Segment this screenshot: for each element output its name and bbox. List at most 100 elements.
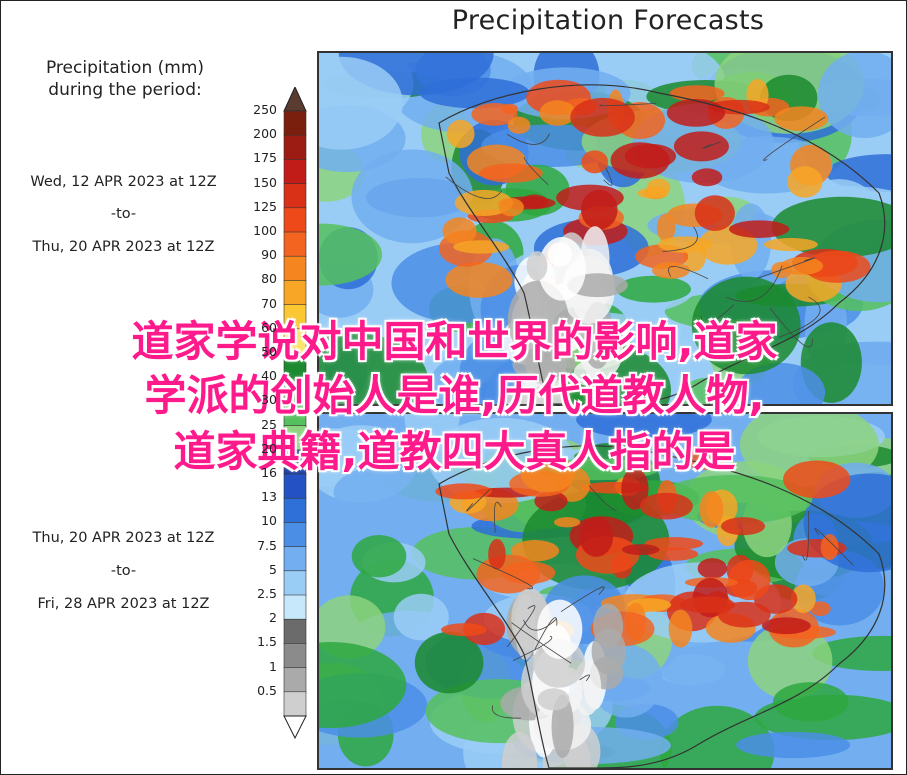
map-panel-period-2 <box>317 412 893 770</box>
precip-cell <box>773 682 849 722</box>
colorbar-tick-label: 2.5 <box>257 586 277 601</box>
precip-cell <box>648 547 699 561</box>
colorbar-swatch <box>283 280 307 306</box>
precip-cell <box>526 251 548 281</box>
border-line <box>506 605 536 648</box>
colorbar-swatch <box>283 207 307 233</box>
precip-cell <box>809 601 831 617</box>
precip-cell <box>673 131 729 162</box>
precip-cell <box>319 56 403 150</box>
colorbar-tick-label: 5 <box>269 561 277 577</box>
colorbar-tick-label: 0.5 <box>257 682 277 698</box>
precip-cell <box>653 635 738 688</box>
border-line <box>726 265 783 302</box>
precip-cell <box>576 414 712 439</box>
precip-cell <box>537 688 570 711</box>
precip-cell <box>501 732 538 768</box>
precip-cell <box>446 119 475 149</box>
period-2-end: Fri, 28 APR 2023 at 12Z <box>37 596 210 612</box>
precip-cell <box>787 166 823 198</box>
colorbar-swatch <box>283 667 307 693</box>
overlay-text-line3: 道家典籍,道教四大真人指的是 <box>173 427 736 476</box>
precip-cell <box>514 594 536 661</box>
colorbar-tick-label: 7.5 <box>257 537 277 553</box>
border-line <box>493 501 502 533</box>
colorbar-tick-label: 100 <box>253 223 277 238</box>
colorbar-bottom-arrow <box>283 715 307 740</box>
precip-cell <box>646 178 671 197</box>
overlay-text-line2: 学派的创始人是谁,历代道教人物, <box>144 371 765 420</box>
precip-cell <box>498 198 524 217</box>
border-line <box>579 674 590 682</box>
colorbar-tick-label: 125 <box>253 198 277 214</box>
colorbar-tick-label: 150 <box>253 174 277 190</box>
border-line <box>588 485 617 511</box>
border-line <box>603 167 613 186</box>
precip-cell <box>551 694 574 759</box>
precip-cell <box>652 262 690 279</box>
precip-cell <box>763 237 818 252</box>
colorbar-tick-label: 25 <box>261 416 277 432</box>
colorbar-swatch <box>283 691 307 717</box>
period-1-start: Wed, 12 APR 2023 at 12Z <box>30 174 217 190</box>
border-line <box>662 226 698 252</box>
precip-cell <box>538 236 586 301</box>
overlay-text-line1: 道家学说对中国和世界的影响,道家 <box>131 317 778 366</box>
precip-cell <box>319 333 429 404</box>
precip-cell <box>621 544 660 556</box>
precip-cell <box>803 250 871 283</box>
precip-cell <box>666 98 726 127</box>
precip-cell <box>593 603 624 649</box>
border-line <box>814 528 854 566</box>
precip-cell <box>644 537 704 551</box>
precip-cell <box>393 593 449 641</box>
figure-title: Precipitation Forecasts <box>451 5 765 36</box>
colorbar <box>283 87 307 740</box>
precip-cell <box>351 535 407 578</box>
precip-cell <box>691 276 801 375</box>
precip-cell <box>691 168 723 187</box>
legend-title-line1: Precipitation (mm) <box>45 58 205 78</box>
border-line <box>560 586 605 613</box>
precip-cell <box>615 275 691 303</box>
precip-cell <box>501 561 556 585</box>
precip-cell <box>501 103 519 115</box>
coastline <box>438 84 886 404</box>
precip-cell <box>454 189 514 216</box>
colorbar-top-arrow <box>283 87 307 112</box>
precip-cell <box>610 142 670 179</box>
precip-cell <box>697 558 728 579</box>
colorbar-tick-label: 200 <box>253 126 277 142</box>
border-line <box>702 141 721 149</box>
precip-cell <box>319 223 383 286</box>
precip-cell <box>783 460 851 499</box>
precip-cell <box>512 347 576 382</box>
precip-cell <box>684 444 726 470</box>
precip-cell <box>351 149 474 244</box>
colorbar-swatch <box>283 183 307 209</box>
colorbar-swatch <box>283 255 307 282</box>
colorbar-tick-label: 30 <box>261 392 277 408</box>
border-line <box>523 157 549 185</box>
precip-cell <box>520 194 549 209</box>
precip-cell <box>790 584 816 613</box>
border-line <box>472 558 533 590</box>
border-line <box>511 622 572 664</box>
precip-cell <box>488 538 506 570</box>
precip-cell <box>570 97 635 137</box>
border-line <box>599 102 657 107</box>
border-line <box>668 266 709 280</box>
border-line <box>763 116 826 161</box>
precip-cell <box>554 517 581 528</box>
precip-cell <box>774 106 829 132</box>
colorbar-tick-label: 16 <box>261 465 277 480</box>
colorbar-tick-label: 20 <box>261 440 277 456</box>
precip-cell <box>694 195 735 232</box>
precip-map-2 <box>319 414 891 768</box>
precip-cell <box>453 240 510 254</box>
precip-cell <box>479 163 543 183</box>
colorbar-tick-label: 250 <box>253 102 277 117</box>
precip-cell <box>414 631 484 694</box>
precip-cell <box>720 517 766 536</box>
